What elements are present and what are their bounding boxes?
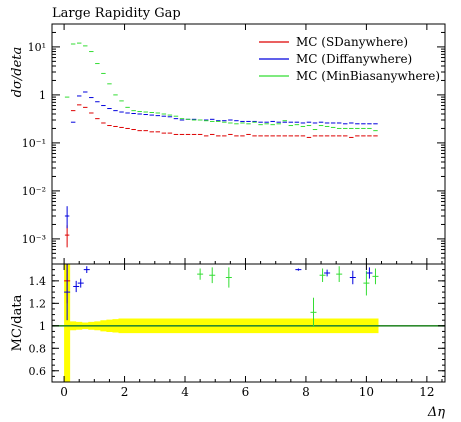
x-tick-label: 10: [359, 385, 374, 399]
ratio-uncertainty-band: [52, 264, 445, 382]
series-1: [64, 91, 378, 229]
x-tick-label: 4: [181, 385, 189, 399]
x-tick-label: 6: [242, 385, 250, 399]
ratio-y-tick-label: 1.2: [29, 297, 47, 310]
main-y-axis-label: dσ/deta: [10, 47, 25, 98]
ratio-y-tick-label: 0.8: [29, 342, 47, 355]
legend: MC (SDanywhere) MC (Diffanywhere) MC (MinB…: [259, 35, 440, 83]
legend-label: MC (Diffanywhere): [296, 52, 412, 66]
series-2: [64, 42, 378, 132]
ratio-y-axis-label: MC/data: [10, 294, 25, 351]
ratio-y-tick-label: 0.6: [29, 365, 47, 378]
main-y-tick-label: 10⁻³: [22, 233, 46, 246]
x-tick-label: 0: [60, 385, 68, 399]
ratio-axes: 0 2 4 6 8 10 12 0.6 0.8 1 1.2 1.4: [29, 264, 445, 399]
series-0: [64, 104, 378, 248]
x-tick-label: 8: [302, 385, 310, 399]
main-y-tick-label: 1: [39, 89, 46, 102]
main-axes: 10⁻³ 10⁻² 10⁻¹ 1 10¹: [22, 23, 445, 265]
x-axis-label: Δη: [427, 405, 445, 420]
main-y-tick-label: 10⁻¹: [22, 137, 46, 150]
main-y-tick-label: 10⁻²: [22, 185, 46, 198]
legend-label: MC (SDanywhere): [296, 35, 408, 49]
x-tick-label: 12: [419, 385, 434, 399]
ratio-series-layer: [64, 264, 379, 327]
x-tick-label: 2: [121, 385, 129, 399]
ratio-y-tick-label: 1: [39, 320, 46, 333]
main-y-tick-label: 10¹: [28, 41, 46, 54]
main-series-layer: [64, 42, 378, 248]
chart-title: Large Rapidity Gap: [52, 6, 181, 21]
ratio-panel-frame: [51, 263, 446, 383]
ratio-band-area: [64, 264, 379, 382]
ratio-y-tick-label: 1.4: [29, 275, 47, 288]
legend-label: MC (MinBiasanywhere): [296, 69, 440, 83]
